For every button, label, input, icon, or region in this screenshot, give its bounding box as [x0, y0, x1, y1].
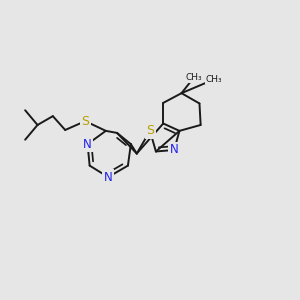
- Text: N: N: [170, 143, 178, 157]
- Text: CH₃: CH₃: [185, 74, 202, 82]
- Text: N: N: [82, 138, 93, 151]
- Text: CH₃: CH₃: [206, 75, 223, 84]
- Text: N: N: [169, 143, 179, 157]
- Text: N: N: [104, 171, 112, 184]
- Text: S: S: [146, 124, 154, 137]
- Text: S: S: [146, 124, 154, 137]
- Text: N: N: [103, 171, 113, 184]
- Text: S: S: [81, 115, 90, 128]
- Text: N: N: [83, 138, 92, 151]
- Text: S: S: [81, 115, 89, 128]
